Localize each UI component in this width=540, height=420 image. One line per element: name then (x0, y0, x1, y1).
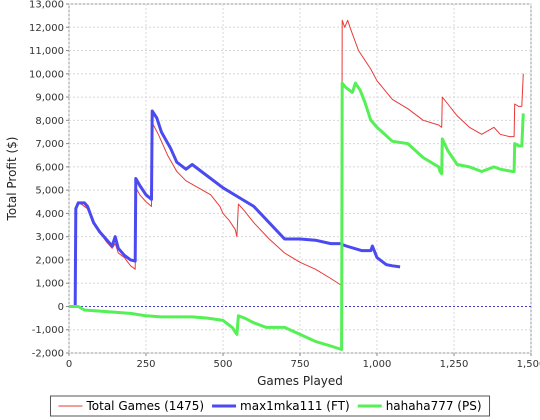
y-tick-label: 12,000 (29, 23, 64, 34)
x-tick-label: 1,000 (363, 359, 392, 370)
x-axis-title: Games Played (257, 374, 343, 388)
series-line-3 (69, 81, 525, 351)
y-tick-label: 3,000 (35, 232, 64, 243)
y-axis-title: Total Profit ($) (5, 137, 19, 222)
series-lines (69, 19, 525, 351)
series-line-1 (69, 19, 524, 307)
legend-label-1: Total Games (1475) (85, 399, 204, 413)
y-tick-label: 0 (58, 302, 64, 313)
y-tick-label: 9,000 (35, 93, 64, 104)
y-tick-label: 1,000 (35, 279, 64, 290)
x-axis-ticks: 0 250 500 750 1,000 1,250 1,500 (66, 353, 540, 370)
legend: Total Games (1475) max1mka111 (FT) hahaha7… (49, 395, 491, 417)
legend-label-3: hahaha777 (PS) (386, 399, 482, 413)
y-tick-label: 4,000 (35, 209, 64, 220)
plot-area (68, 3, 532, 354)
y-tick-label: 6,000 (35, 162, 64, 173)
y-tick-label: 13,000 (29, 0, 64, 11)
legend-box (49, 395, 491, 417)
gridlines (68, 3, 532, 354)
y-tick-label: -2,000 (32, 349, 64, 360)
legend-label-2: max1mka111 (FT) (240, 399, 350, 413)
y-tick-label: 2,000 (35, 255, 64, 266)
x-tick-label: 750 (290, 359, 309, 370)
y-tick-label: 10,000 (29, 69, 64, 80)
y-axis-ticks: -2,000 -1,000 0 1,000 2,000 3,000 4,000 5,000 6,… (29, 0, 69, 360)
y-tick-label: 8,000 (35, 116, 64, 127)
x-tick-label: 1,500 (517, 359, 540, 370)
x-tick-label: 500 (213, 359, 232, 370)
x-tick-label: 250 (136, 359, 155, 370)
y-tick-label: 5,000 (35, 186, 64, 197)
x-tick-label: 1,250 (440, 359, 469, 370)
y-tick-label: 7,000 (35, 139, 64, 150)
x-tick-label: 0 (66, 359, 72, 370)
series-line-2 (69, 109, 401, 308)
y-tick-label: -1,000 (32, 325, 64, 336)
y-tick-label: 11,000 (29, 46, 64, 57)
